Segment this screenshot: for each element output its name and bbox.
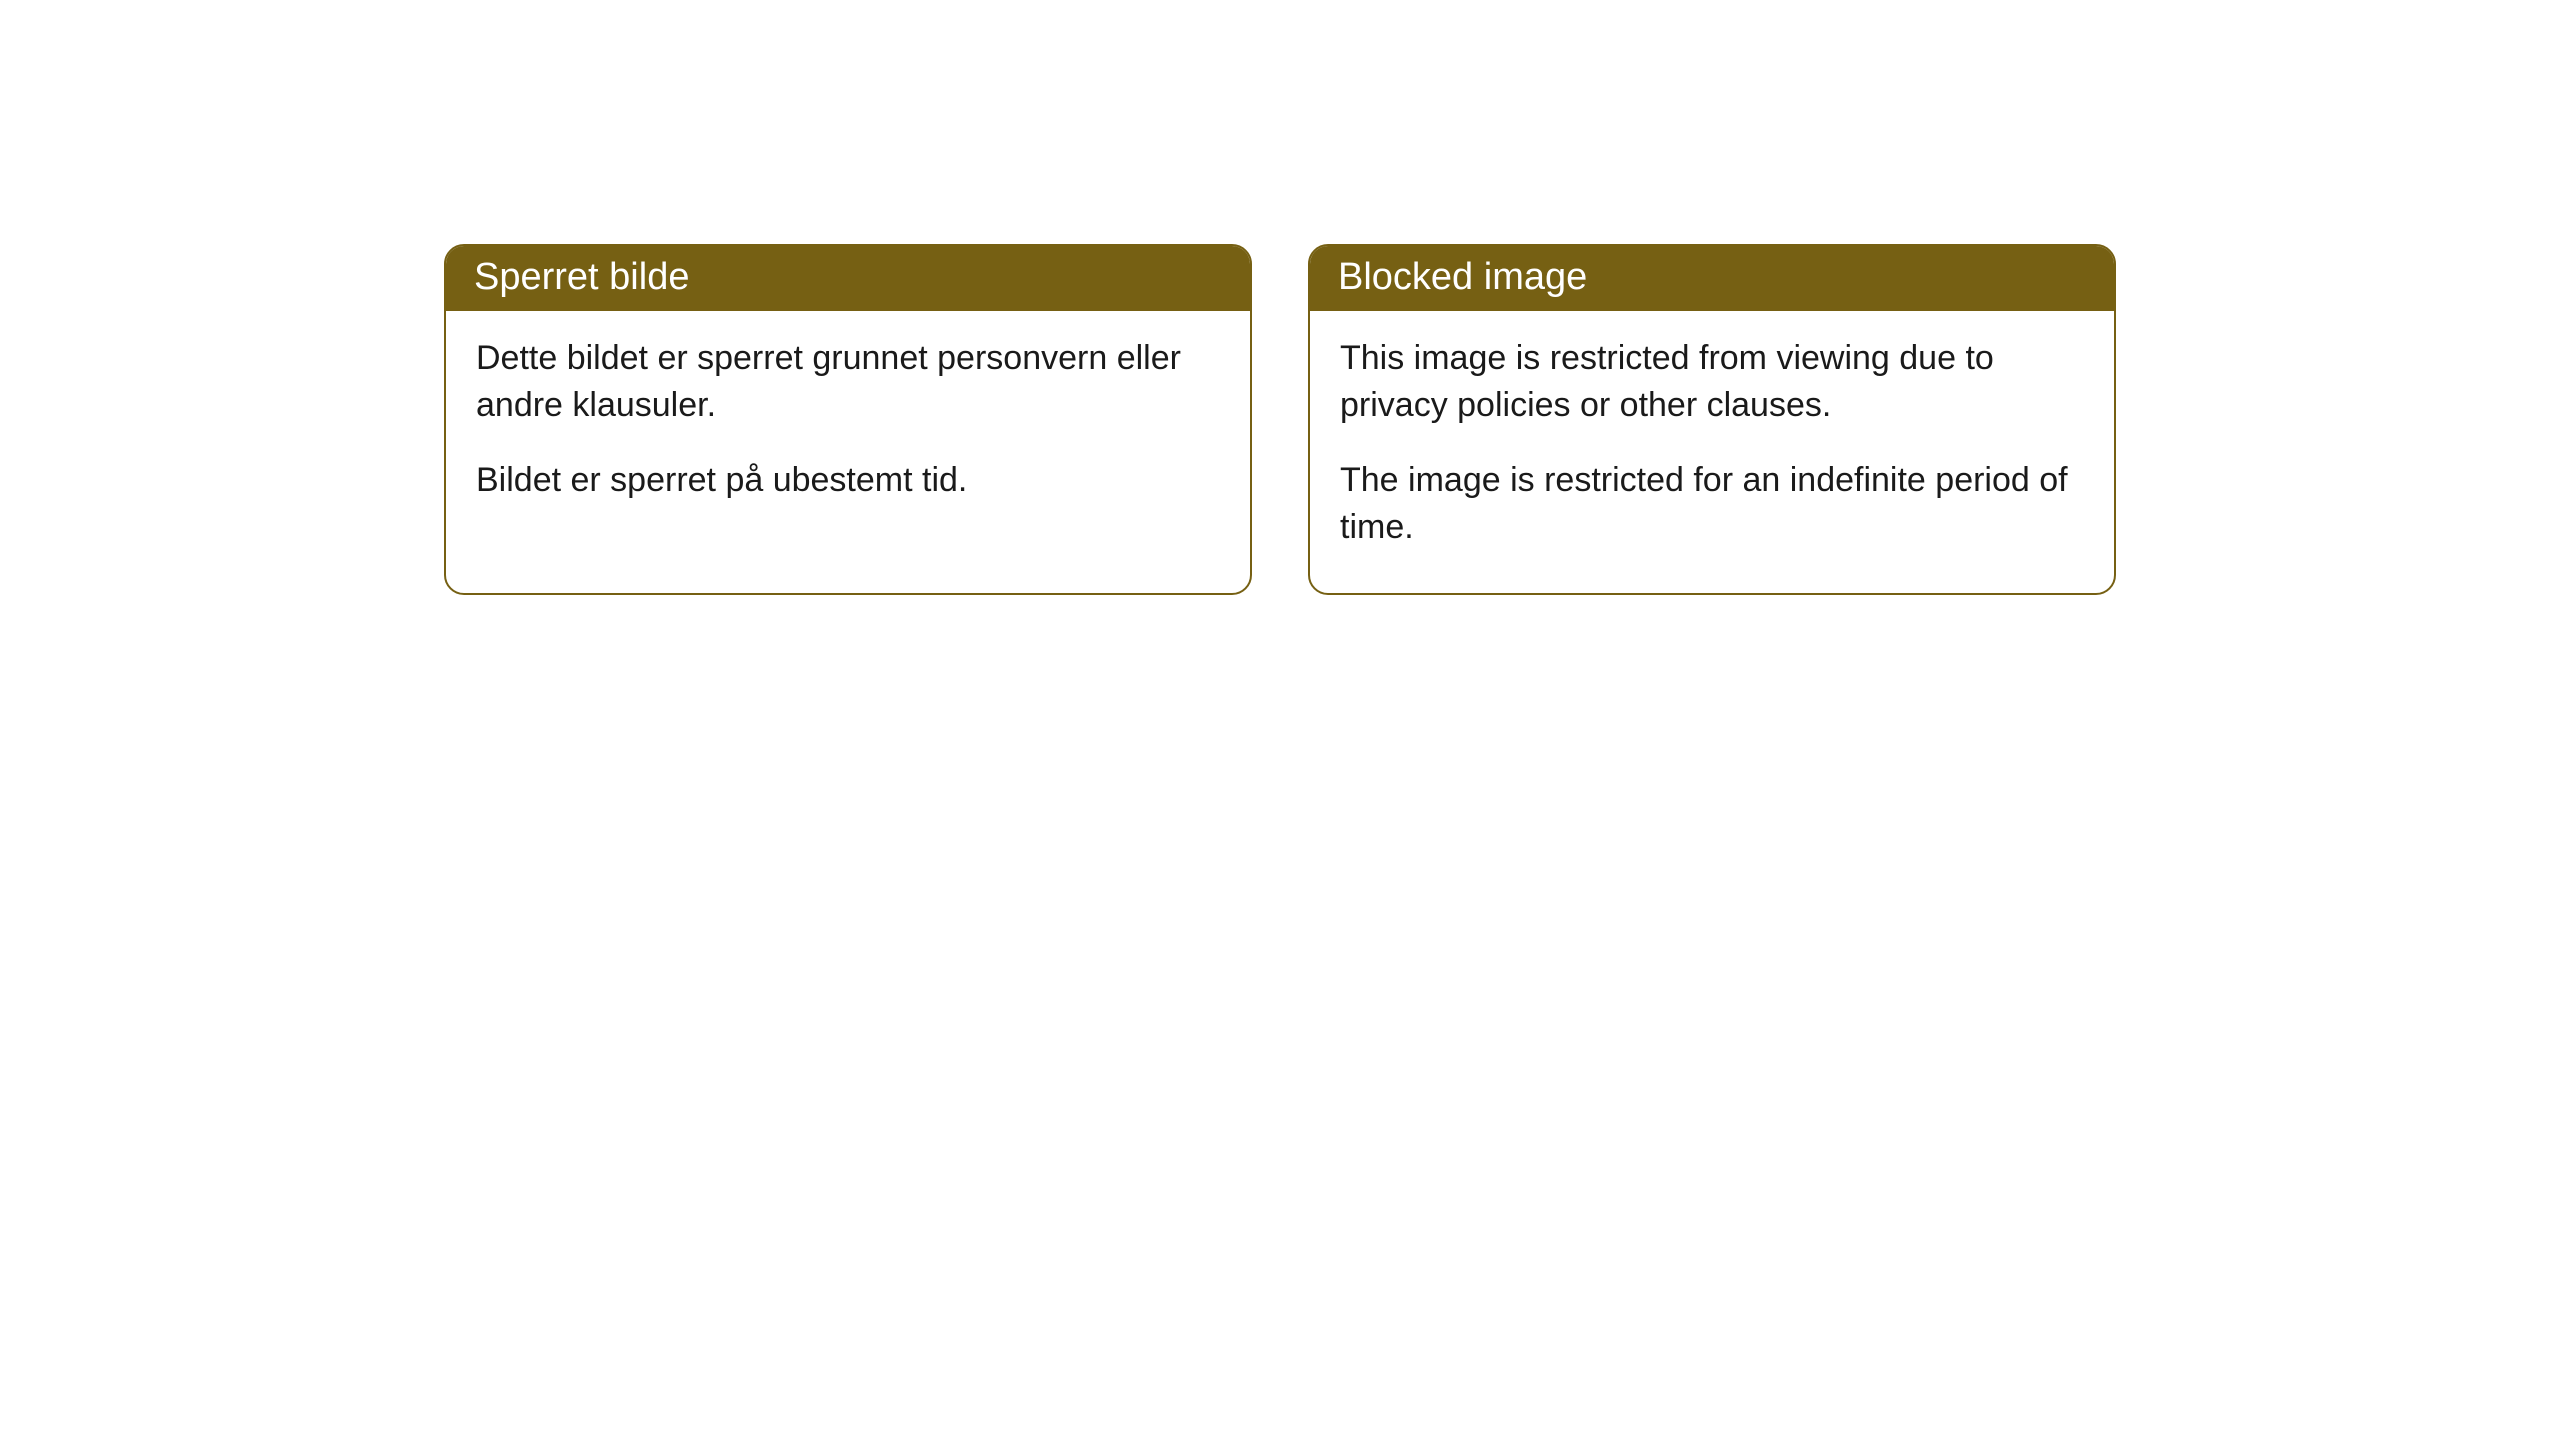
card-title: Sperret bilde xyxy=(474,256,689,298)
card-paragraph: The image is restricted for an indefinit… xyxy=(1340,457,2084,551)
card-body: This image is restricted from viewing du… xyxy=(1310,311,2114,593)
card-header: Blocked image xyxy=(1310,246,2114,311)
card-body: Dette bildet er sperret grunnet personve… xyxy=(446,311,1250,546)
blocked-image-card-no: Sperret bilde Dette bildet er sperret gr… xyxy=(444,244,1252,595)
card-paragraph: This image is restricted from viewing du… xyxy=(1340,335,2084,429)
card-title: Blocked image xyxy=(1338,256,1587,298)
notice-card-container: Sperret bilde Dette bildet er sperret gr… xyxy=(444,244,2560,595)
blocked-image-card-en: Blocked image This image is restricted f… xyxy=(1308,244,2116,595)
card-paragraph: Dette bildet er sperret grunnet personve… xyxy=(476,335,1220,429)
card-header: Sperret bilde xyxy=(446,246,1250,311)
card-paragraph: Bildet er sperret på ubestemt tid. xyxy=(476,457,1220,504)
